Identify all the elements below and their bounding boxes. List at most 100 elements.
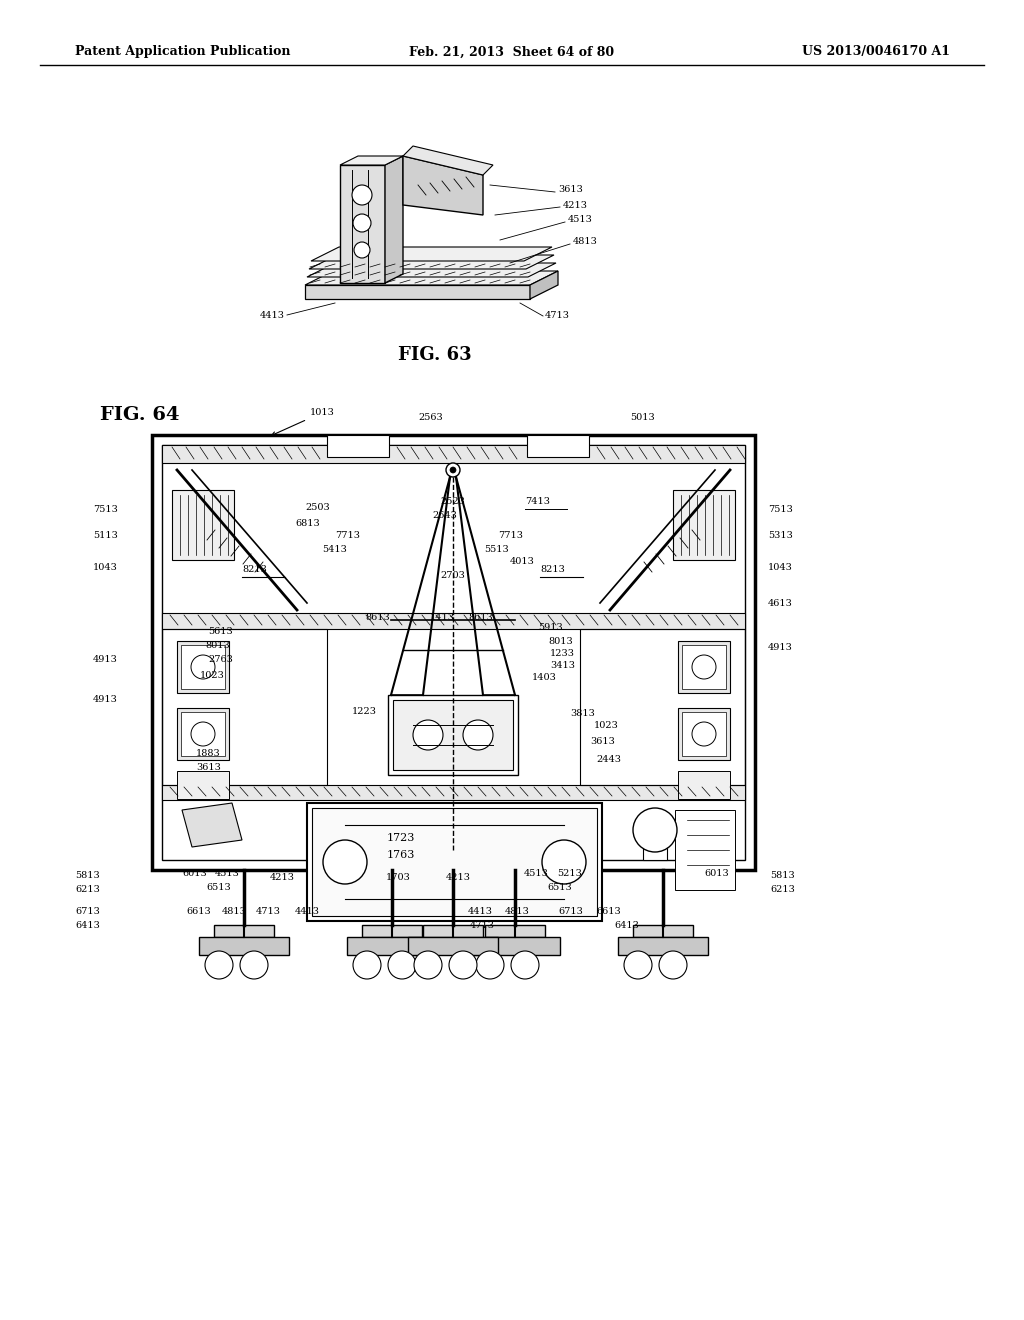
Circle shape: [191, 655, 215, 678]
Text: 7513: 7513: [768, 506, 793, 515]
Bar: [618, 937, 708, 954]
Text: 7513: 7513: [93, 506, 118, 515]
Bar: [162, 630, 327, 785]
Text: 1723: 1723: [387, 833, 416, 843]
Text: 1233: 1233: [550, 649, 575, 659]
Text: 4613: 4613: [768, 599, 793, 609]
Bar: [177, 708, 229, 760]
Text: 1023: 1023: [594, 722, 618, 730]
Bar: [312, 808, 597, 916]
Text: US 2013/0046170 A1: US 2013/0046170 A1: [802, 45, 950, 58]
Text: 4713: 4713: [545, 312, 570, 321]
Bar: [181, 645, 225, 689]
Text: 7713: 7713: [335, 531, 360, 540]
Bar: [388, 696, 518, 775]
Text: 1703: 1703: [386, 873, 411, 882]
Text: 6713: 6713: [75, 908, 100, 916]
Polygon shape: [340, 156, 403, 165]
Bar: [580, 630, 745, 785]
Text: 8613: 8613: [468, 612, 493, 622]
Text: 1403: 1403: [532, 672, 557, 681]
Circle shape: [353, 214, 371, 232]
Text: 6613: 6613: [596, 908, 621, 916]
Text: 4513: 4513: [215, 870, 240, 879]
Text: 1883: 1883: [196, 750, 221, 759]
Text: 8213: 8213: [540, 565, 565, 574]
Text: 5913: 5913: [538, 623, 563, 632]
Circle shape: [449, 950, 477, 979]
Bar: [162, 445, 745, 463]
Bar: [408, 937, 498, 954]
Text: 8013: 8013: [205, 642, 229, 651]
Polygon shape: [182, 803, 242, 847]
Text: 4913: 4913: [768, 644, 793, 652]
Text: 4913: 4913: [93, 696, 118, 705]
Text: 7413: 7413: [525, 498, 550, 507]
Text: FIG. 64: FIG. 64: [100, 407, 179, 424]
Text: 6513: 6513: [547, 883, 571, 891]
Text: 5313: 5313: [768, 531, 793, 540]
Text: 4513: 4513: [524, 870, 549, 879]
Circle shape: [413, 719, 443, 750]
Circle shape: [388, 950, 416, 979]
Text: 2763: 2763: [208, 656, 232, 664]
Bar: [162, 785, 745, 800]
Text: 6013: 6013: [182, 870, 207, 879]
Text: 4913: 4913: [93, 656, 118, 664]
Circle shape: [659, 950, 687, 979]
Text: 3613: 3613: [558, 186, 583, 194]
Polygon shape: [403, 147, 493, 176]
Text: 4713: 4713: [256, 908, 281, 916]
Bar: [678, 771, 730, 799]
Text: 3413: 3413: [550, 660, 575, 669]
Text: 8213: 8213: [242, 565, 267, 574]
Text: 7713: 7713: [498, 531, 523, 540]
Text: 4513: 4513: [568, 215, 593, 224]
Bar: [393, 700, 513, 770]
Text: 6813: 6813: [295, 519, 319, 528]
Bar: [177, 642, 229, 693]
Bar: [675, 810, 735, 890]
Circle shape: [463, 719, 493, 750]
Bar: [673, 490, 735, 560]
Text: 6413: 6413: [75, 921, 100, 931]
Text: Patent Application Publication: Patent Application Publication: [75, 45, 291, 58]
Bar: [470, 937, 560, 954]
Text: 2703: 2703: [440, 570, 465, 579]
Circle shape: [692, 655, 716, 678]
Circle shape: [511, 950, 539, 979]
Text: FIG. 63: FIG. 63: [398, 346, 472, 364]
Text: 2523: 2523: [440, 498, 465, 507]
Bar: [172, 490, 234, 560]
Text: 4713: 4713: [470, 921, 495, 931]
Text: 1413: 1413: [430, 612, 455, 622]
Bar: [527, 436, 589, 457]
Bar: [643, 840, 667, 861]
Text: 6413: 6413: [614, 921, 639, 931]
Polygon shape: [305, 271, 558, 285]
Bar: [682, 645, 726, 689]
Text: 4213: 4213: [446, 873, 471, 882]
Text: 5513: 5513: [484, 545, 509, 554]
Bar: [485, 925, 545, 937]
Polygon shape: [340, 165, 385, 282]
Bar: [199, 937, 289, 954]
Bar: [682, 711, 726, 756]
Text: 6013: 6013: [705, 870, 729, 879]
Text: 2643: 2643: [432, 511, 457, 520]
Polygon shape: [385, 156, 403, 282]
Text: 6513: 6513: [206, 883, 230, 891]
Polygon shape: [311, 247, 552, 261]
Text: 1223: 1223: [352, 708, 377, 717]
Circle shape: [191, 722, 215, 746]
Text: 5613: 5613: [208, 627, 232, 636]
Text: 1043: 1043: [768, 564, 793, 573]
Circle shape: [542, 840, 586, 884]
Circle shape: [624, 950, 652, 979]
Text: 1763: 1763: [387, 850, 416, 861]
Text: 4813: 4813: [222, 908, 247, 916]
Circle shape: [354, 242, 370, 257]
Text: 5113: 5113: [93, 531, 118, 540]
Bar: [347, 937, 437, 954]
Circle shape: [414, 950, 442, 979]
